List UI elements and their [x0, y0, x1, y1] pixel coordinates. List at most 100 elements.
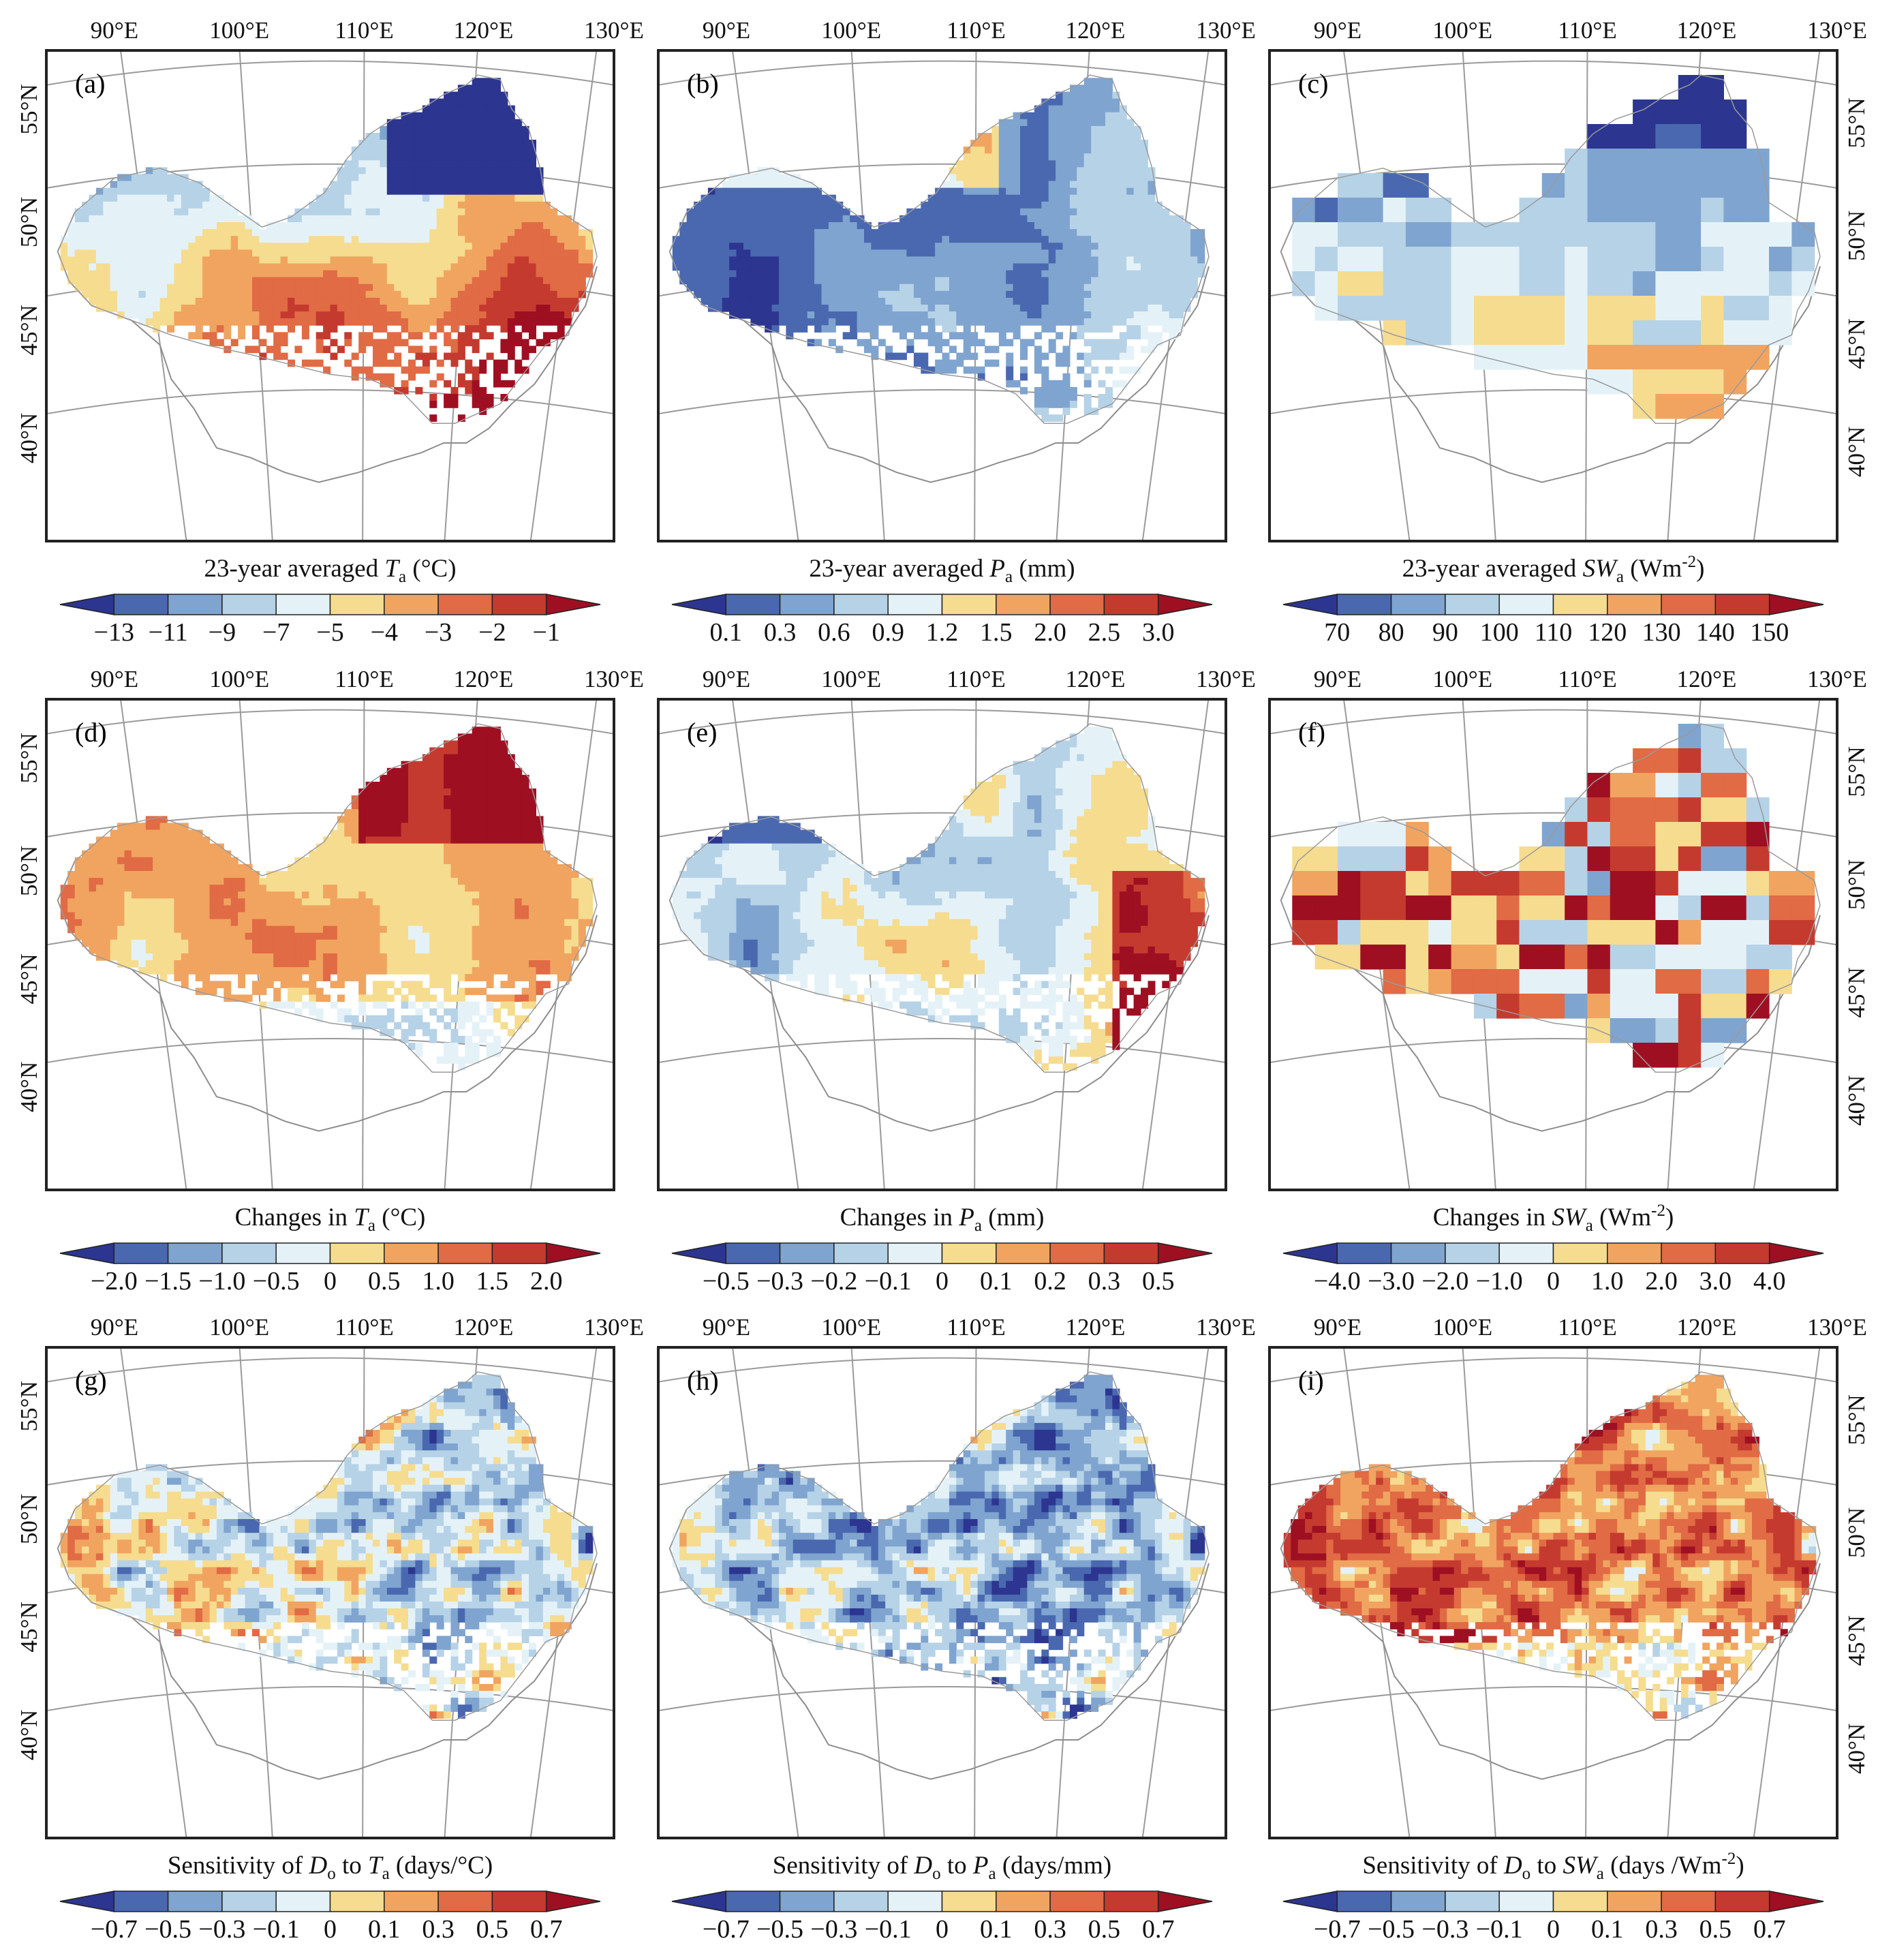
raster-cell [330, 885, 338, 892]
raster-cell [195, 863, 203, 872]
raster-cell [1119, 380, 1127, 388]
raster-cell [1405, 247, 1429, 272]
raster-cell [1105, 125, 1113, 134]
raster-cell [365, 290, 373, 298]
raster-cell [1062, 112, 1071, 120]
raster-cell [202, 222, 211, 230]
raster-cell [956, 222, 964, 230]
raster-cell [259, 919, 267, 927]
raster-cell [209, 891, 217, 899]
raster-cell [486, 187, 494, 196]
raster-cell [422, 125, 430, 134]
raster-cell [500, 346, 508, 354]
raster-cell [1013, 263, 1021, 271]
raster-cell [736, 270, 744, 278]
raster-cell [294, 229, 303, 236]
raster-cell [224, 885, 232, 892]
raster-cell [1069, 263, 1077, 271]
raster-cell [380, 284, 388, 292]
raster-cell [301, 932, 309, 940]
raster-cell [457, 236, 465, 243]
raster-cell [365, 201, 373, 209]
raster-cell [942, 194, 950, 202]
raster-cell [95, 891, 104, 899]
raster-cell [252, 932, 260, 940]
raster-cell [707, 215, 715, 223]
raster-cell [1383, 222, 1406, 247]
raster-cell [1633, 173, 1656, 198]
raster-cell [138, 843, 147, 851]
raster-cell [386, 208, 395, 216]
raster-cell [301, 249, 309, 257]
raster-cell [686, 229, 694, 236]
raster-cell [131, 236, 139, 243]
raster-cell [472, 277, 480, 285]
raster-cell [521, 318, 529, 326]
raster-cell [500, 366, 508, 374]
raster-cell [252, 987, 260, 996]
raster-cell [1077, 366, 1085, 374]
raster-cell [807, 318, 815, 326]
raster-cell [1048, 243, 1056, 250]
raster-cell [401, 325, 409, 333]
raster-cell [736, 187, 744, 196]
raster-cell [181, 919, 189, 927]
raster-cell [351, 297, 359, 305]
raster-cell [694, 215, 702, 223]
raster-cell [82, 236, 90, 243]
raster-cell [82, 222, 90, 230]
raster-cell [167, 843, 174, 851]
raster-cell [358, 181, 367, 189]
raster-cell [153, 823, 161, 831]
raster-cell [486, 236, 494, 243]
raster-cell [373, 174, 380, 182]
raster-cell [1133, 215, 1141, 223]
raster-cell [1133, 297, 1141, 305]
raster-cell [686, 208, 694, 216]
raster-cell [892, 290, 900, 298]
raster-cell [542, 249, 551, 257]
raster-cell [963, 215, 971, 223]
raster-cell [436, 243, 444, 250]
raster-cell [472, 78, 480, 85]
raster-cell [238, 953, 246, 961]
raster-cell [252, 249, 260, 257]
raster-cell [181, 939, 189, 947]
raster-cell [153, 229, 161, 236]
raster-cell [323, 249, 331, 257]
raster-cell [1633, 394, 1656, 419]
raster-cell [550, 284, 558, 292]
raster-cell [500, 297, 508, 305]
raster-cell [365, 311, 373, 319]
raster-cell [436, 125, 444, 134]
raster-cell [1587, 296, 1611, 321]
raster-cell [216, 939, 224, 947]
raster-cell [358, 236, 367, 243]
raster-cell [1169, 332, 1177, 339]
raster-cell [956, 256, 964, 264]
raster-cell [202, 290, 211, 298]
raster-cell [1062, 263, 1071, 271]
raster-cell [422, 194, 430, 202]
raster-cell [457, 153, 465, 161]
raster-cell [942, 243, 950, 250]
raster-cell [1112, 140, 1120, 147]
raster-cell [450, 105, 459, 113]
raster-cell [1176, 229, 1184, 236]
raster-cell [110, 229, 118, 236]
raster-cell [998, 256, 1006, 264]
raster-cell [230, 215, 238, 223]
raster-cell [316, 939, 324, 947]
raster-cell [344, 290, 352, 298]
raster-cell [722, 297, 730, 305]
raster-cell [571, 256, 579, 264]
raster-cell [927, 325, 936, 333]
raster-cell [202, 857, 211, 865]
raster-cell [159, 960, 168, 968]
raster-cell [792, 256, 801, 264]
raster-cell [679, 229, 688, 236]
raster-cell [351, 891, 359, 899]
raster-cell [521, 263, 529, 271]
raster-cell [1034, 147, 1042, 154]
raster-cell [1119, 297, 1127, 305]
